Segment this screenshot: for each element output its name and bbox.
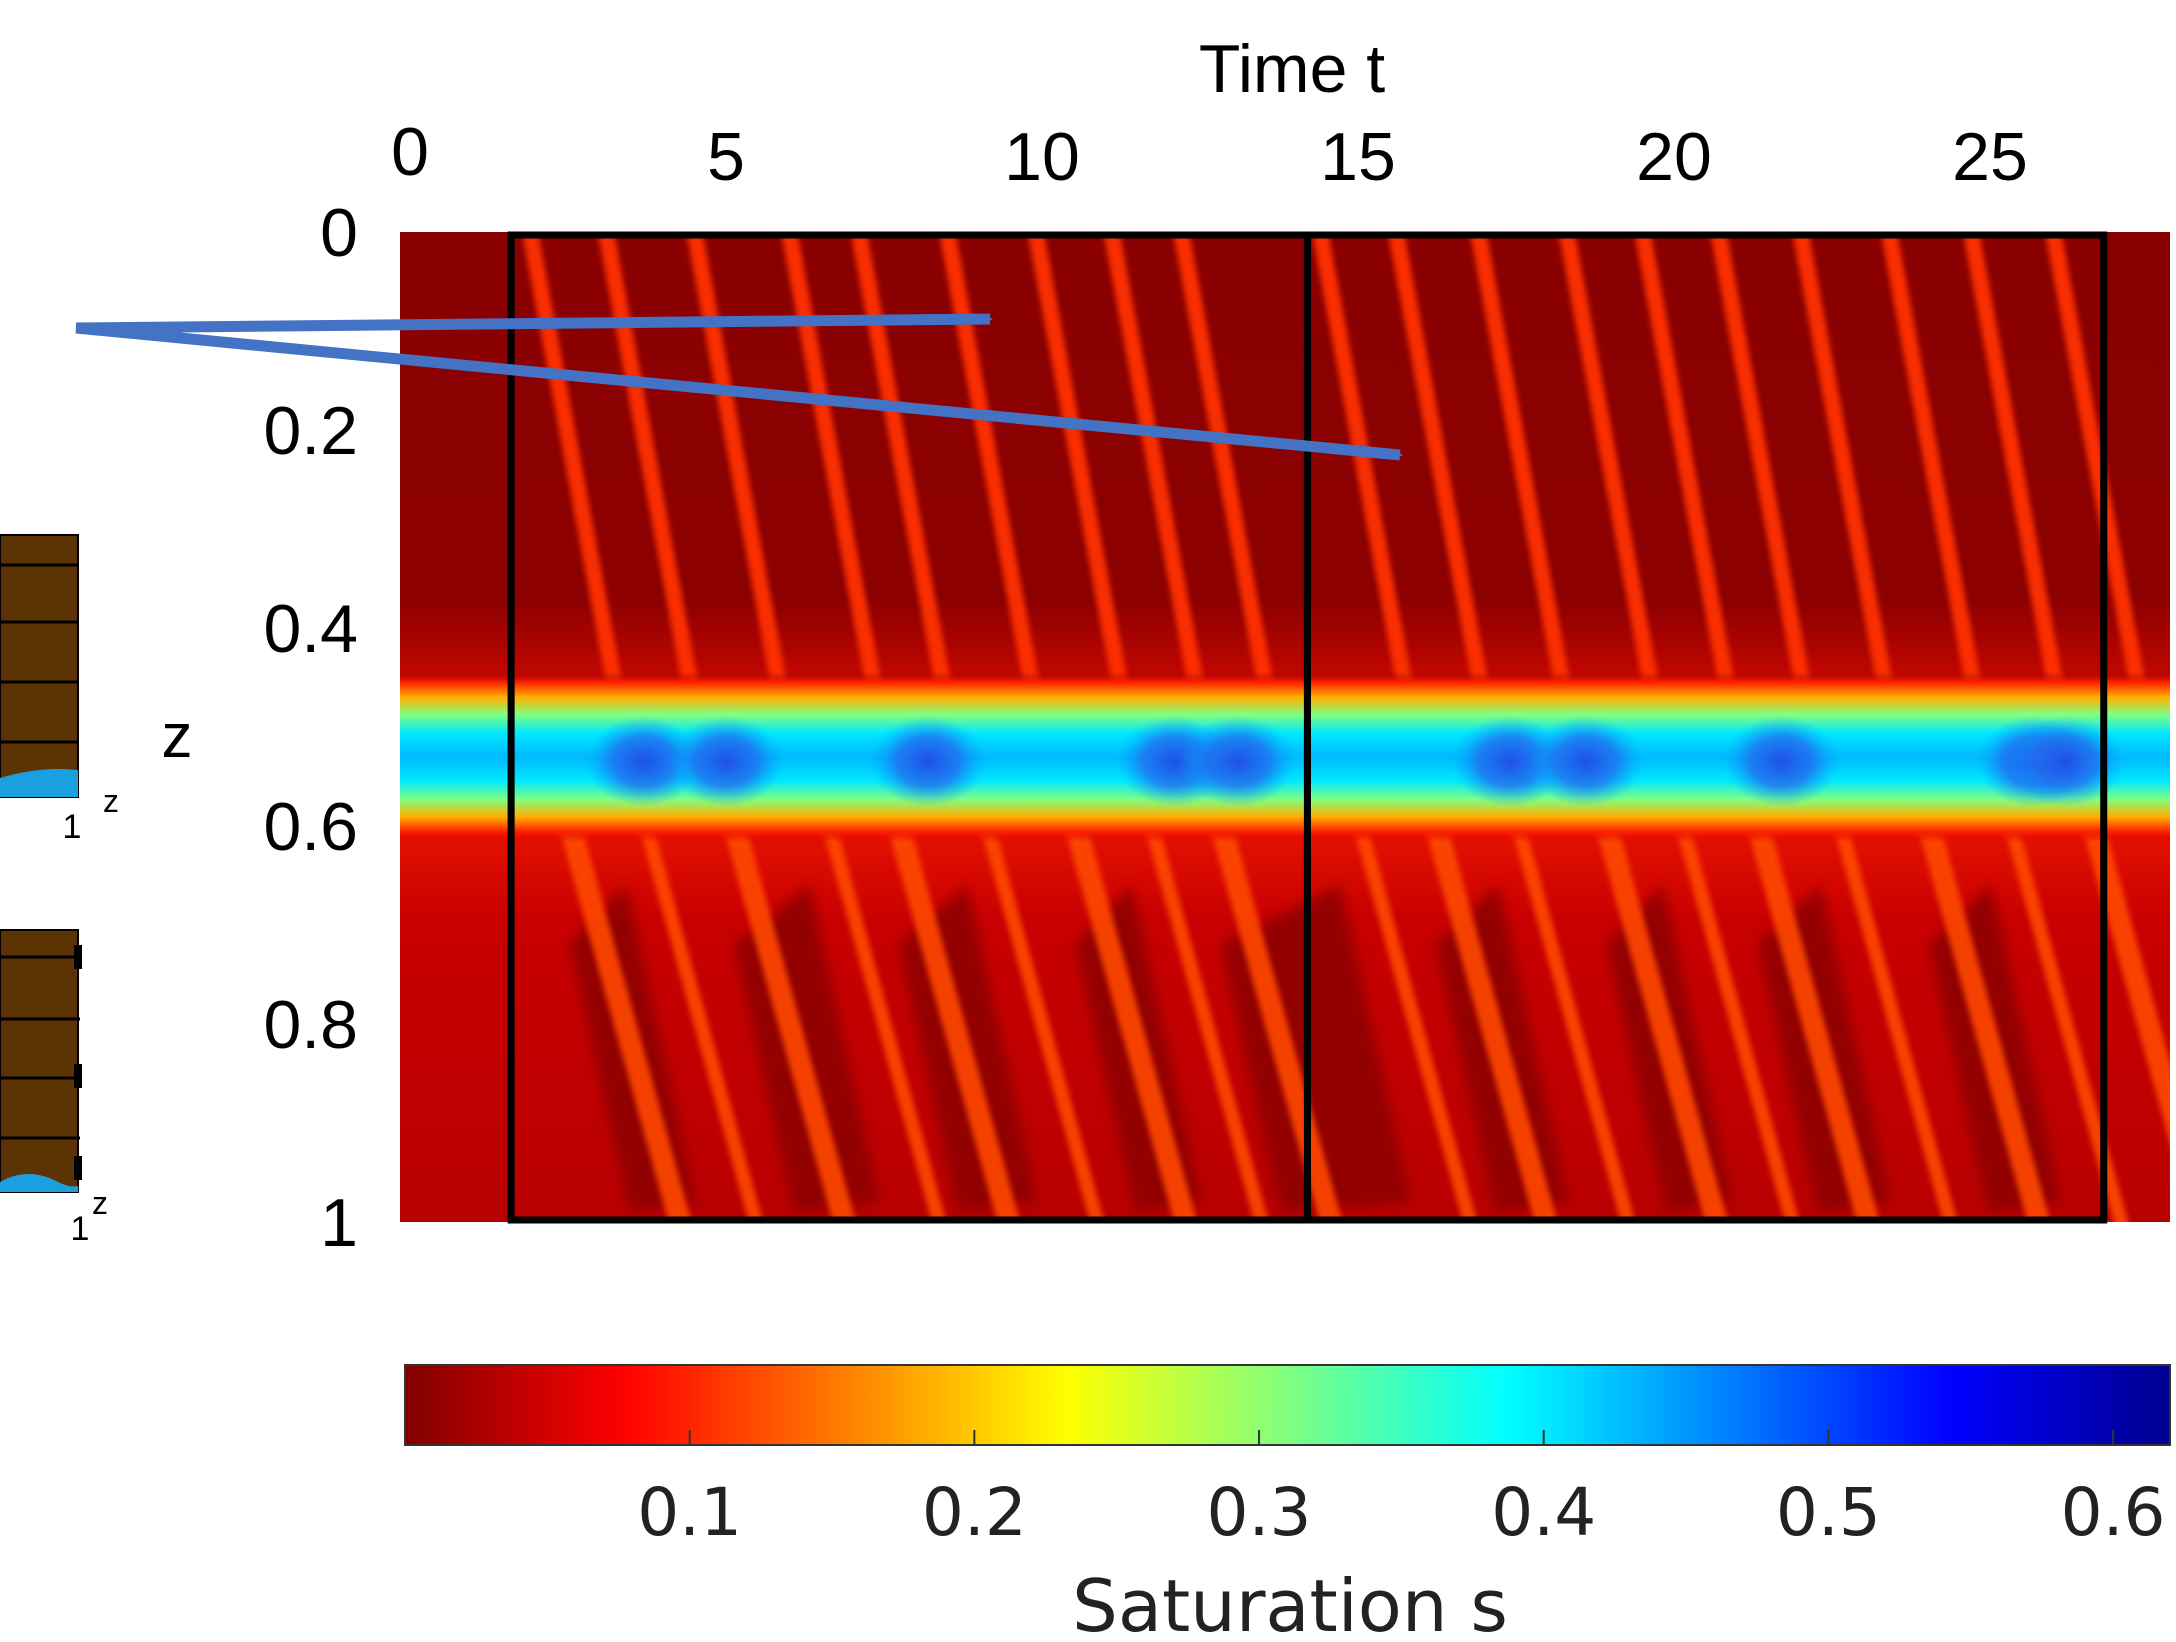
finger-upper: [522, 232, 624, 696]
colorbar-label: Saturation s: [1072, 1564, 1508, 1642]
saturation-blob: [1723, 716, 1840, 807]
y-tick-label: 0: [320, 195, 358, 271]
finger-lower: [1424, 815, 1557, 1222]
colorbar-tick-label: 0.2: [922, 1474, 1027, 1551]
x-tick-label: 5: [707, 119, 745, 195]
x-axis-label: Time t: [1199, 31, 1385, 107]
inset-top-axis-label: z: [103, 783, 119, 819]
finger-upper: [1103, 232, 1205, 696]
finger-upper: [1387, 232, 1489, 696]
y-tick-label: 0.2: [263, 393, 358, 469]
finger-lower: [1917, 815, 2050, 1222]
y-tick-label: 1: [320, 1185, 358, 1261]
finger-lower: [1595, 815, 1728, 1222]
saturation-blob: [668, 716, 784, 807]
x-tick-label: 25: [1952, 119, 2028, 195]
finger-upper: [781, 232, 883, 696]
finger-upper: [1558, 232, 1660, 696]
colorbar-ticks: 0.1 0.2 0.3 0.4 0.5 0.6: [637, 1430, 2166, 1551]
finger-lower: [1353, 819, 1478, 1222]
annotation-arrow-1: [75, 313, 993, 334]
finger-lower: [1675, 819, 1800, 1222]
finger-lower: [1833, 819, 1958, 1222]
colorbar-bar: [404, 1364, 2171, 1446]
finger-lower: [559, 815, 692, 1222]
inset-panel-bottom: 1 z: [0, 929, 108, 1248]
heatmap: [400, 232, 2170, 1222]
finger-upper: [2045, 232, 2147, 696]
finger-lower: [638, 819, 763, 1222]
finger-lower: [1144, 819, 1269, 1222]
period-box-2: [1303, 231, 2108, 1224]
annotation-arrows: [75, 313, 1403, 461]
period-boxes: [507, 231, 2108, 1224]
finger-upper: [850, 232, 952, 696]
y-tick-label: 0.4: [263, 591, 358, 667]
finger-lower: [1747, 815, 1880, 1222]
annotation-arrow-2: [75, 322, 1403, 461]
saturation-blob: [2007, 716, 2124, 807]
inset-top-tick-label: 1: [63, 808, 82, 846]
saturation-blob: [585, 716, 702, 807]
saturation-blob: [1527, 716, 1644, 807]
y-axis-label: z: [162, 702, 193, 771]
high-saturation-blobs: [585, 716, 2124, 807]
finger-upper: [597, 232, 699, 696]
finger-upper: [1173, 232, 1275, 696]
colorbar-tick-label: 0.3: [1207, 1474, 1312, 1551]
inset-panels: 1 z 1 z: [0, 534, 119, 1248]
y-tick-label: 0.6: [263, 789, 358, 865]
x-tick-label: 15: [1320, 119, 1396, 195]
x-tick-labels: 0 5 10 15 20 25: [391, 114, 2028, 195]
y-tick-labels: 0 0.2 0.4 0.6 0.8 1: [263, 195, 358, 1261]
colorbar-tick-label: 0.1: [637, 1474, 742, 1551]
finger-lower: [1210, 815, 1343, 1222]
x-tick-label: 10: [1004, 119, 1080, 195]
finger-lower: [723, 815, 856, 1222]
saturation-blob: [870, 716, 987, 807]
finger-upper: [1792, 232, 1894, 696]
finger-lower: [1511, 819, 1636, 1222]
finger-upper: [1470, 232, 1572, 696]
inset-bottom-tick-label: 1: [71, 1210, 90, 1248]
finger-upper: [1312, 232, 1414, 696]
saturation-blob: [1179, 716, 1296, 807]
colorbar-tick-label: 0.4: [1491, 1474, 1596, 1551]
colorbar-tick-label: 0.6: [2061, 1474, 2166, 1551]
saturation-fingers: [522, 232, 2170, 1222]
inset-bottom-axis-label: z: [92, 1185, 108, 1221]
x-tick-label: 0: [391, 114, 429, 190]
finger-upper: [939, 232, 1041, 696]
x-tick-label: 20: [1636, 119, 1712, 195]
finger-lower: [822, 819, 947, 1222]
colorbar-tick-label: 0.5: [1776, 1474, 1881, 1551]
finger-lower: [1064, 815, 1197, 1222]
finger-lower: [980, 819, 1105, 1222]
inset-panel-top: 1 z: [0, 534, 119, 846]
finger-upper: [1880, 232, 1982, 696]
finger-upper: [1963, 232, 2065, 696]
finger-lower: [887, 815, 1020, 1222]
finger-upper: [686, 232, 788, 696]
finger-upper: [1710, 232, 1812, 696]
finger-upper: [1027, 232, 1129, 696]
finger-lower: [2082, 815, 2170, 1144]
finger-upper: [1634, 232, 1736, 696]
y-tick-label: 0.8: [263, 987, 358, 1063]
colorbar: 0.1 0.2 0.3 0.4 0.5 0.6 Saturation s: [404, 1364, 2171, 1642]
